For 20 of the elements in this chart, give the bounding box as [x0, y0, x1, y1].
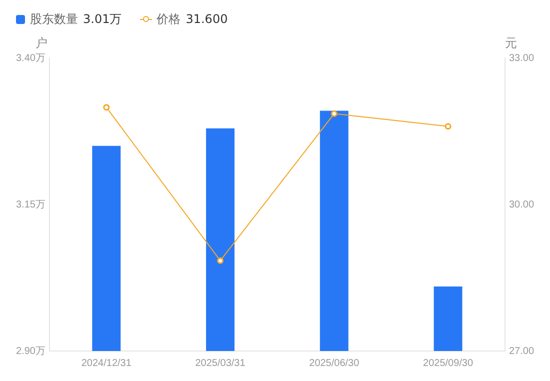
y2-tick-label: 27.00 — [508, 346, 534, 357]
y-tick-label: 2.90万 — [16, 346, 46, 357]
legend-label: 股东数量 — [30, 10, 78, 28]
y2-tick-label: 33.00 — [508, 52, 534, 64]
x-tick-label: 2025/09/30 — [423, 358, 474, 369]
x-tick-label: 2025/03/31 — [195, 358, 246, 369]
x-tick-label: 2024/12/31 — [81, 358, 132, 369]
y-tick-label: 3.15万 — [16, 199, 46, 210]
y2-tick-label: 30.00 — [508, 199, 534, 210]
x-tick-label: 2025/06/30 — [309, 358, 360, 369]
point — [103, 104, 110, 111]
legend-label: 价格 — [156, 10, 181, 28]
text: 3.01万 — [83, 10, 122, 28]
point — [330, 110, 338, 117]
point — [444, 123, 452, 130]
y-axis-title: 户 — [35, 36, 48, 50]
y2-axis-title: 元 — [504, 36, 517, 50]
y-tick-label: 3.40万 — [16, 52, 46, 64]
point — [217, 257, 224, 264]
text: 31.600 — [186, 12, 228, 26]
